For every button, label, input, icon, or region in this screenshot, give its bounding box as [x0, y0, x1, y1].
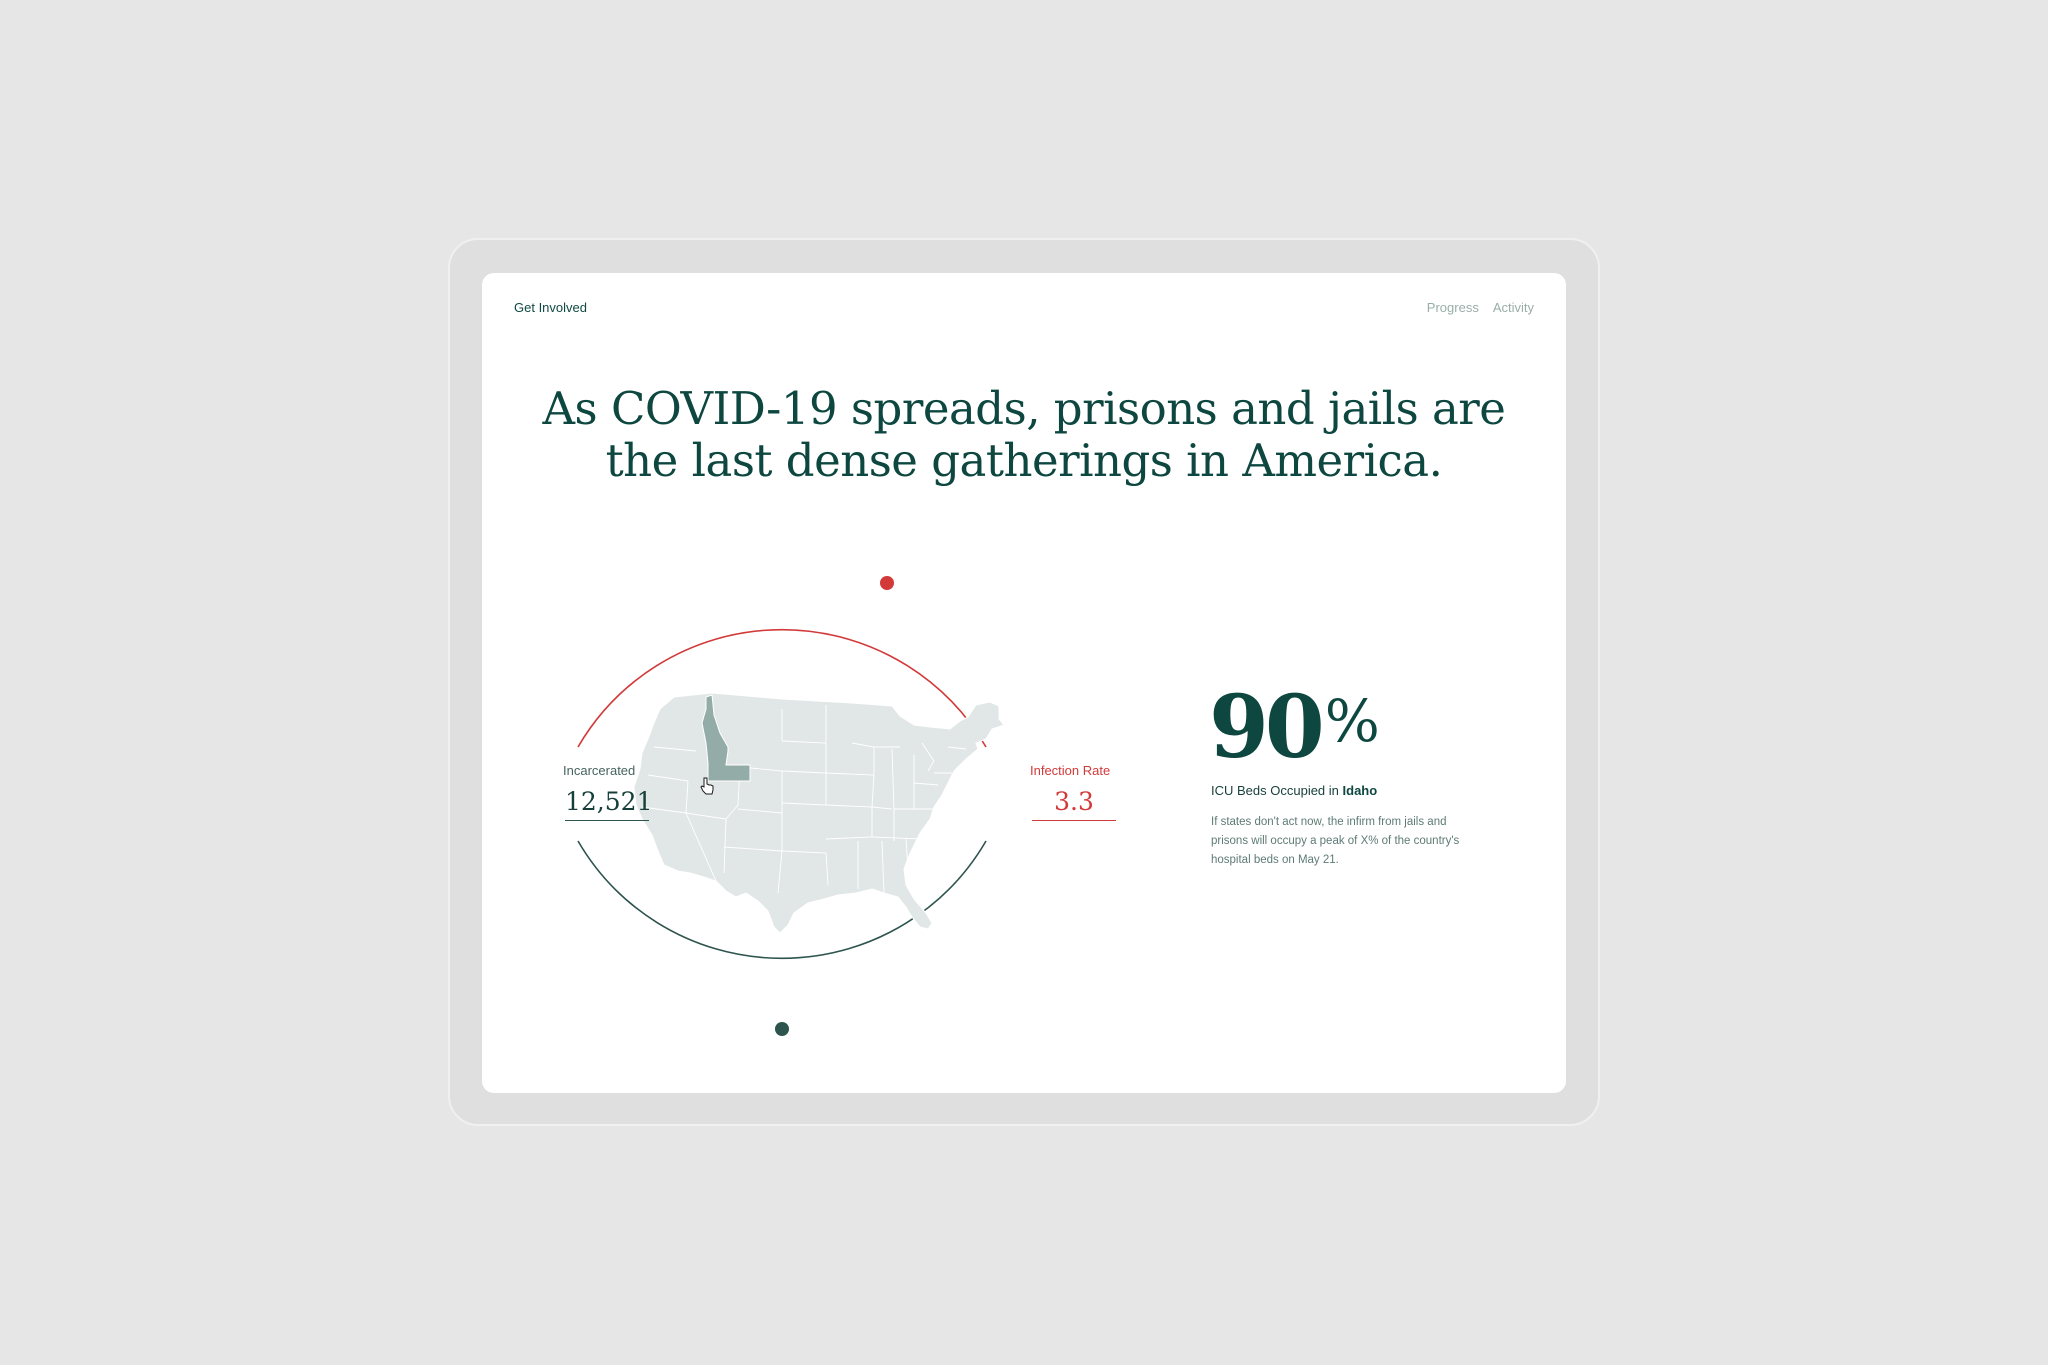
infection-rate-value: 3.3 [1032, 787, 1116, 821]
app-screen: Get Involved Progress Activity As COVID-… [482, 273, 1566, 1093]
infection-arc [577, 628, 987, 748]
page-headline: As COVID-19 spreads, prisons and jails a… [482, 383, 1566, 487]
infection-dial [577, 576, 1005, 1036]
infection-rate-label: Infection Rate [1030, 763, 1111, 778]
incarcerated-arc [577, 840, 987, 960]
us-map-shape[interactable] [633, 692, 1005, 934]
icu-caption-prefix: ICU Beds Occupied in [1211, 783, 1343, 798]
incarcerated-label: Incarcerated [563, 763, 636, 778]
icu-percentage-unit: % [1324, 687, 1380, 755]
nav-activity[interactable]: Activity [1492, 300, 1534, 315]
icu-percentage: 90% [1209, 685, 1380, 771]
nav-progress[interactable]: Progress [1426, 300, 1479, 315]
nav-get-involved[interactable]: Get Involved [514, 300, 587, 315]
incarcerated-arc-handle[interactable] [775, 1022, 789, 1036]
state-idaho-highlight[interactable] [701, 694, 751, 782]
infection-arc-handle[interactable] [880, 576, 894, 590]
icu-percentage-number: 90 [1209, 677, 1325, 778]
icu-caption-state: Idaho [1342, 783, 1378, 798]
incarcerated-value: 12,521 [565, 787, 652, 821]
us-map[interactable] [633, 692, 1005, 934]
headline-line-1: As COVID-19 spreads, prisons and jails a… [542, 382, 1506, 435]
headline-line-2: the last dense gatherings in America. [605, 434, 1443, 487]
state-borders [641, 705, 967, 894]
icu-description: If states don't act now, the infirm from… [1211, 816, 1460, 866]
nav-right-links: Progress Activity [1427, 300, 1534, 315]
icu-caption: ICU Beds Occupied in Idaho [1211, 783, 1377, 798]
hand-cursor-icon [700, 777, 714, 795]
